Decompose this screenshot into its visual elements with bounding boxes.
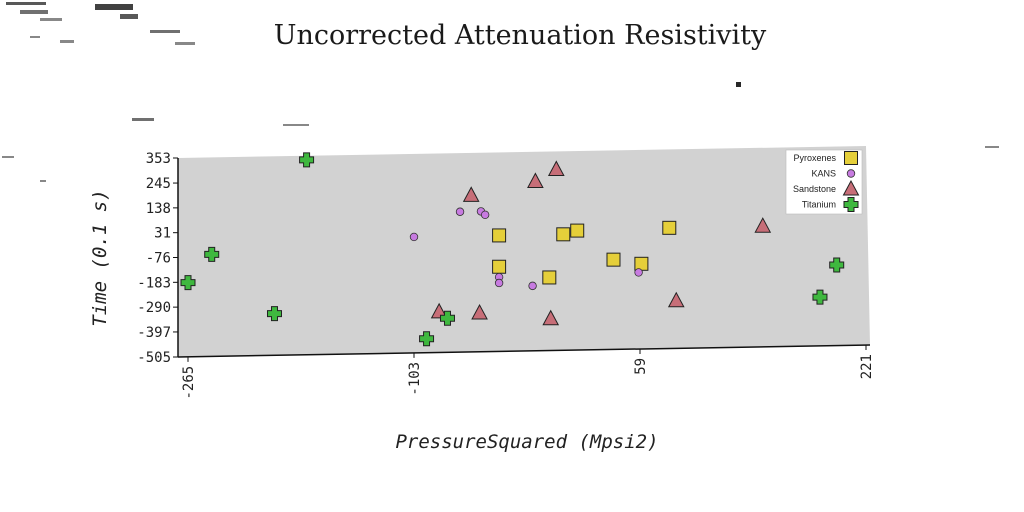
y-tick-label: 353 bbox=[146, 151, 171, 167]
legend-label: Titanium bbox=[802, 200, 836, 210]
x-tick-label: -103 bbox=[407, 362, 423, 396]
plot-area bbox=[178, 146, 870, 357]
point-sandstone bbox=[462, 186, 480, 202]
point-kans bbox=[480, 210, 490, 220]
x-axis-line bbox=[177, 344, 871, 358]
legend-label: Sandstone bbox=[793, 184, 836, 194]
point-pyroxenes bbox=[570, 223, 585, 238]
y-ticks: 353 245 138 31 -76 -183 -290 -397 -505 bbox=[137, 151, 178, 366]
y-tick-label: 245 bbox=[146, 176, 171, 192]
point-pyroxenes bbox=[492, 259, 507, 274]
legend-marker-titanium bbox=[843, 197, 859, 212]
point-pyroxenes bbox=[662, 220, 677, 235]
point-sandstone bbox=[471, 303, 488, 320]
y-tick-label: 138 bbox=[146, 201, 171, 217]
point-kans bbox=[494, 278, 504, 288]
point-pyroxenes bbox=[556, 227, 571, 242]
scan-noise bbox=[2, 2, 999, 182]
x-tick-label: 59 bbox=[633, 358, 649, 375]
y-tick-label: -505 bbox=[137, 350, 171, 366]
legend-label: KANS bbox=[811, 169, 836, 179]
point-titanium bbox=[419, 331, 435, 347]
legend-label: Pyroxenes bbox=[793, 153, 836, 163]
point-pyroxenes bbox=[634, 256, 649, 271]
point-kans bbox=[528, 281, 537, 291]
point-titanium bbox=[266, 306, 282, 322]
x-tick-label: 221 bbox=[859, 354, 875, 379]
legend-marker-pyroxenes bbox=[844, 151, 858, 165]
y-tick-label: -397 bbox=[137, 325, 171, 341]
y-tick-label: -290 bbox=[137, 300, 171, 316]
point-kans bbox=[455, 207, 465, 216]
point-sandstone bbox=[430, 302, 448, 319]
point-sandstone bbox=[547, 160, 565, 176]
point-titanium bbox=[180, 275, 196, 291]
x-axis-label: PressureSquared (Mpsi2) bbox=[395, 431, 658, 453]
point-titanium bbox=[204, 246, 220, 262]
data-points bbox=[180, 152, 845, 347]
point-pyroxenes bbox=[606, 252, 621, 267]
legend-marker-sandstone bbox=[842, 179, 860, 196]
point-kans bbox=[409, 232, 419, 242]
point-sandstone bbox=[667, 291, 685, 308]
point-pyroxenes bbox=[542, 270, 557, 285]
point-titanium bbox=[812, 289, 828, 305]
x-ticks: -265 -103 59 221 bbox=[181, 345, 875, 400]
point-titanium bbox=[829, 257, 845, 273]
y-tick-label: -76 bbox=[146, 251, 171, 267]
x-tick-label: -265 bbox=[181, 366, 197, 400]
y-tick-label: 31 bbox=[154, 226, 171, 242]
point-pyroxenes bbox=[492, 228, 507, 243]
point-kans bbox=[634, 268, 643, 277]
point-sandstone bbox=[527, 172, 544, 188]
legend-marker-kans bbox=[846, 169, 856, 178]
chart-title: Uncorrected Attenuation Resistivity bbox=[274, 20, 767, 51]
point-titanium bbox=[439, 310, 455, 326]
point-titanium bbox=[299, 152, 315, 168]
y-tick-label: -183 bbox=[137, 275, 171, 291]
y-axis-label: Time (0.1 s) bbox=[89, 189, 111, 326]
legend: Pyroxenes KANS Sandstone Titanium bbox=[785, 149, 863, 215]
point-sandstone bbox=[542, 309, 560, 326]
point-sandstone bbox=[754, 217, 772, 233]
